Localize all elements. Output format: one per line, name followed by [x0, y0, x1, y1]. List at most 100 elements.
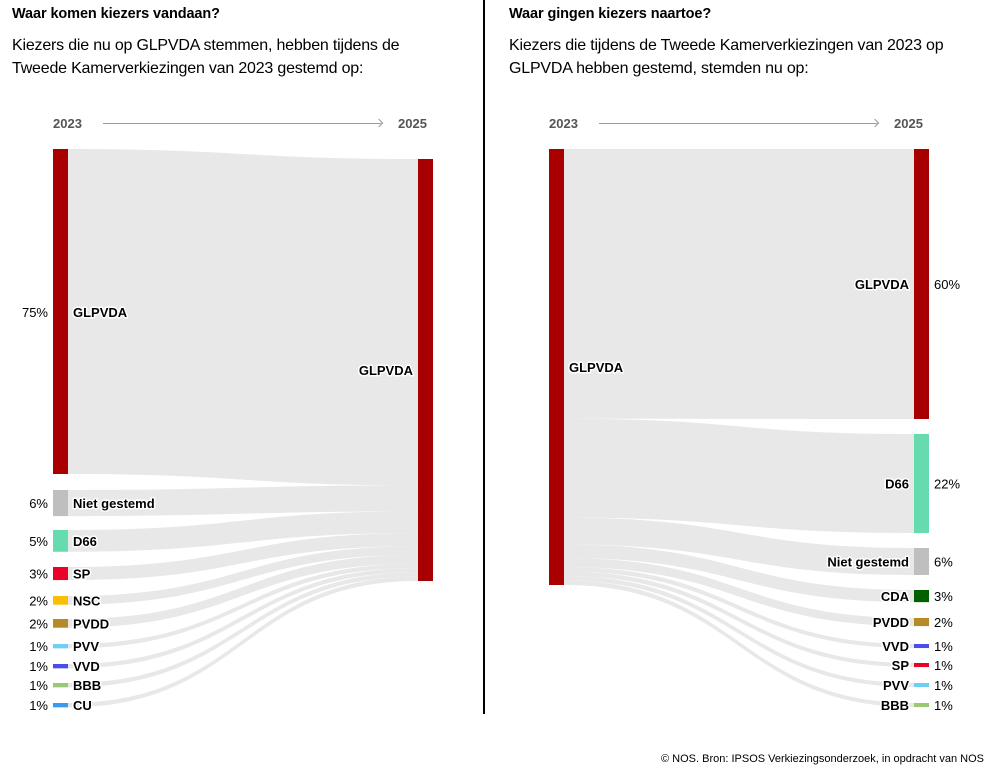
source-bar — [53, 664, 68, 669]
flow-link — [564, 571, 914, 668]
source-bar — [53, 703, 68, 708]
target-bar — [914, 149, 929, 419]
target-label: VVD — [882, 639, 909, 654]
panel-origin: Waar komen kiezers vandaan? Kiezers die … — [0, 0, 484, 772]
flow-link — [68, 554, 418, 628]
flow-link — [564, 149, 914, 419]
target-bar — [914, 590, 929, 603]
target-percentage: 2% — [934, 615, 953, 630]
source-label: Niet gestemd — [73, 496, 155, 511]
target-label: D66 — [885, 477, 909, 492]
source-bar — [53, 490, 68, 517]
target-label: PVV — [883, 678, 909, 693]
target-percentage: 22% — [934, 477, 960, 492]
from-year-label: 2023 — [53, 116, 82, 131]
flow-link — [564, 558, 914, 627]
sankey-destination: GLPVDA GLPVDA 60% D66 22% Niet gestemd 6% CDA 3%… — [549, 149, 960, 715]
target-percentage: 1% — [934, 639, 953, 654]
source-percentage: 2% — [29, 593, 48, 608]
source-percentage: 1% — [29, 678, 48, 693]
source-label: BBB — [73, 678, 101, 693]
source-bar — [53, 644, 68, 649]
to-year-label: 2025 — [894, 116, 923, 131]
target-percentage: 1% — [934, 678, 953, 693]
target-percentage: 1% — [934, 658, 953, 673]
source-label: GLPVDA — [73, 305, 128, 320]
source-bar — [53, 567, 68, 581]
target-bar — [914, 703, 929, 708]
target-percentage: 6% — [934, 555, 953, 570]
source-bar — [53, 619, 68, 628]
source-bar — [53, 530, 68, 552]
target-bar — [914, 618, 929, 627]
target-bar — [914, 548, 929, 575]
flow-link — [68, 533, 418, 581]
subtitle-line: Kiezers die nu op GLPVDA stemmen, hebben… — [12, 37, 400, 54]
flow-link — [68, 149, 418, 486]
target-label: Niet gestemd — [827, 555, 909, 570]
source-percentage: 75% — [22, 305, 48, 320]
source-percentage: 1% — [29, 698, 48, 713]
chart-subtitle: Kiezers die tijdens de Tweede Kamerverki… — [509, 34, 944, 80]
flow-link — [68, 546, 418, 605]
target-label: SP — [892, 658, 910, 673]
flow-link — [564, 544, 914, 603]
source-label: CU — [73, 698, 92, 713]
source-bar — [53, 149, 68, 474]
source-label: SP — [73, 567, 91, 582]
target-label: CDA — [881, 589, 910, 604]
source-bar — [53, 683, 68, 688]
divider — [483, 0, 485, 714]
target-label: PVDD — [873, 615, 909, 630]
subtitle-line: Kiezers die tijdens de Tweede Kamerverki… — [509, 37, 944, 54]
from-year-label: 2023 — [549, 116, 578, 131]
source-percentage: 1% — [29, 659, 48, 674]
target-label: GLPVDA — [855, 277, 910, 292]
subtitle-line: GLPVDA hebben gestemd, stemden nu op: — [509, 60, 809, 77]
source-percentage: 5% — [29, 534, 48, 549]
sankey-origin: GLPVDA GLPVDA 75% Niet gestemd 6% D66 5% SP 3% NS… — [22, 149, 433, 715]
flow-link — [68, 511, 418, 552]
source-bar — [53, 596, 68, 605]
target-percentage: 3% — [934, 589, 953, 604]
flow-link — [68, 485, 418, 517]
target-bar — [914, 434, 929, 533]
target-bar — [418, 159, 433, 581]
source-percentage: 6% — [29, 496, 48, 511]
target-bar — [914, 683, 929, 688]
target-percentage: 60% — [934, 277, 960, 292]
arrow-right-icon — [599, 123, 877, 124]
chart-title: Waar komen kiezers vandaan? — [12, 6, 220, 22]
subtitle-line: Tweede Kamerverkiezingen van 2023 gestem… — [12, 60, 364, 77]
source-label: PVV — [73, 639, 99, 654]
source-percentage: 2% — [29, 616, 48, 631]
source-percentage: 3% — [29, 567, 48, 582]
flow-link — [564, 517, 914, 575]
source-label: NSC — [73, 593, 101, 608]
target-label: BBB — [881, 698, 909, 713]
source-footer: © NOS. Bron: IPSOS Verkiezingsonderzoek,… — [661, 753, 984, 765]
to-year-label: 2025 — [398, 116, 427, 131]
flow-link — [68, 576, 418, 708]
flow-link — [564, 567, 914, 649]
target-percentage: 1% — [934, 698, 953, 713]
target-bar — [914, 663, 929, 668]
flow-link — [68, 563, 418, 649]
flow-link — [564, 576, 914, 688]
source-label: PVDD — [73, 616, 109, 631]
flow-link — [68, 567, 418, 669]
flow-link — [68, 572, 418, 688]
source-label: D66 — [73, 534, 97, 549]
arrow-right-icon — [103, 123, 381, 124]
source-label: VVD — [73, 659, 100, 674]
panel-destination: Waar gingen kiezers naartoe? Kiezers die… — [485, 0, 994, 772]
source-label: GLPVDA — [569, 360, 624, 375]
target-label: GLPVDA — [359, 363, 414, 378]
chart-subtitle: Kiezers die nu op GLPVDA stemmen, hebben… — [12, 34, 400, 80]
target-bar — [914, 644, 929, 649]
flow-link — [564, 580, 914, 708]
source-bar — [549, 149, 564, 585]
flow-link — [564, 418, 914, 533]
chart-title: Waar gingen kiezers naartoe? — [509, 6, 712, 22]
source-percentage: 1% — [29, 639, 48, 654]
